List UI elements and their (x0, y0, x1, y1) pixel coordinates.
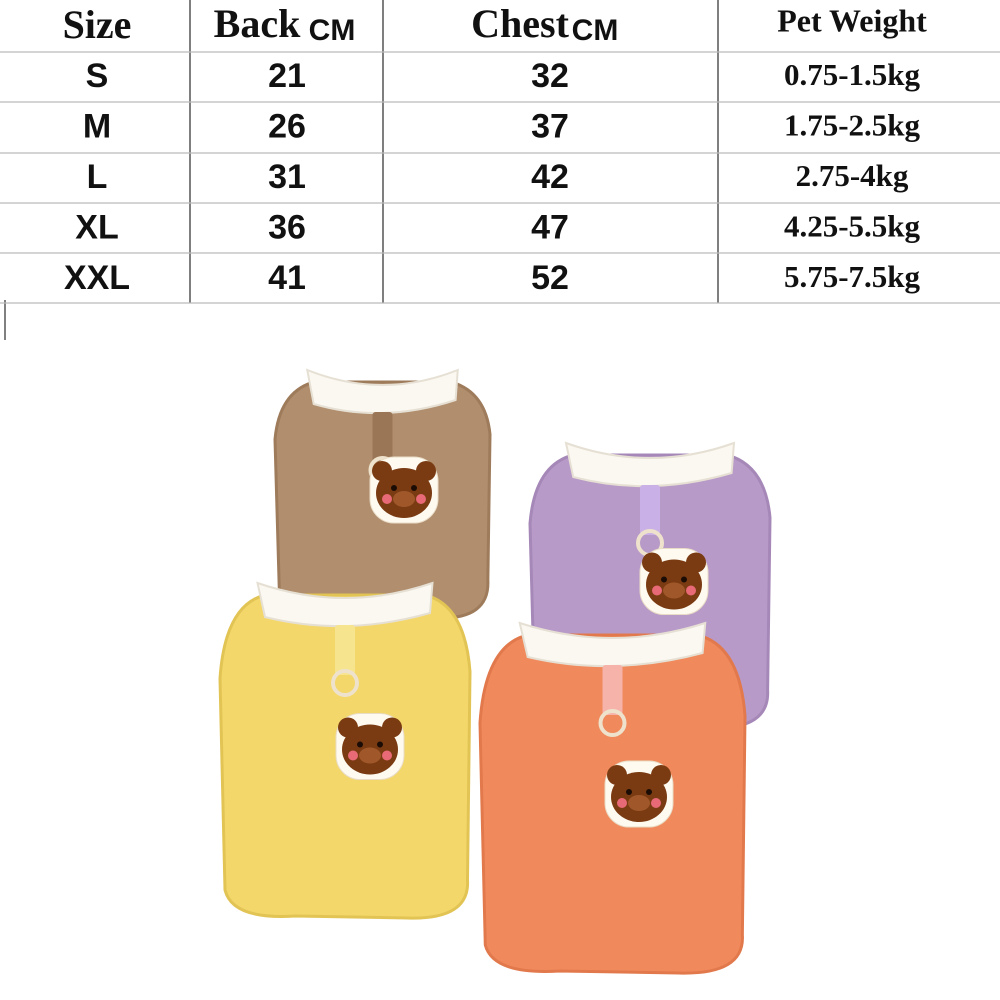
bear-cheek (652, 585, 662, 596)
size-cell: XXL (64, 259, 130, 297)
sweater (478, 621, 747, 975)
bear-muzzle (663, 582, 685, 599)
bear-muzzle (628, 795, 650, 811)
bear-cheek (651, 798, 661, 808)
d-ring (598, 709, 627, 737)
size-cell: XL (75, 208, 118, 246)
strap (602, 665, 623, 715)
bear-eye (357, 741, 363, 748)
column-title: Back (214, 1, 301, 46)
bear-cheek (617, 798, 627, 808)
size-cell: L (87, 158, 108, 196)
size-cell: 36 (268, 208, 306, 246)
bear-cheek (382, 494, 392, 504)
size-cell: S (86, 57, 109, 95)
bear-cheek (416, 494, 426, 504)
column-title: Size (63, 2, 132, 47)
bear-eye (411, 485, 417, 491)
bear-eye (661, 576, 667, 583)
bear-muzzle (359, 747, 381, 764)
bear-eye (646, 789, 652, 795)
size-cell: 37 (531, 107, 569, 145)
size-cell: 41 (268, 259, 306, 297)
collar (305, 368, 459, 415)
sweater (218, 581, 472, 920)
size-cell: 47 (531, 208, 569, 246)
bear-eye (391, 485, 397, 491)
bear-muzzle (393, 491, 415, 507)
bear-eye (681, 576, 687, 583)
weight-cell: 5.75-7.5kg (784, 259, 921, 294)
bear-cheek (382, 750, 392, 761)
size-cell: M (83, 107, 111, 145)
strap (335, 625, 355, 675)
weight-cell: 4.25-5.5kg (784, 209, 921, 244)
size-cell: 32 (531, 57, 569, 95)
bear-eye (377, 741, 383, 748)
bear-cheek (686, 585, 696, 596)
column-unit: CM (572, 14, 619, 47)
collar (518, 621, 707, 668)
size-cell: 42 (531, 158, 569, 196)
column-title: Chest (471, 1, 569, 46)
sweater (273, 368, 492, 620)
strap (640, 485, 660, 535)
collar (564, 441, 736, 488)
collar (256, 581, 434, 628)
bear-cheek (348, 750, 358, 761)
d-ring (331, 669, 359, 697)
size-cell: 52 (531, 259, 569, 297)
weight-cell: 2.75-4kg (796, 158, 909, 193)
size-cell: 26 (268, 107, 306, 145)
size-cell: 31 (268, 158, 306, 196)
column-unit: CM (309, 14, 356, 47)
strap (372, 412, 393, 462)
weight-cell: 0.75-1.5kg (784, 57, 921, 92)
size-cell: 21 (268, 57, 306, 95)
bear-eye (626, 789, 632, 795)
column-title: Pet Weight (777, 2, 927, 38)
weight-cell: 1.75-2.5kg (784, 108, 921, 143)
